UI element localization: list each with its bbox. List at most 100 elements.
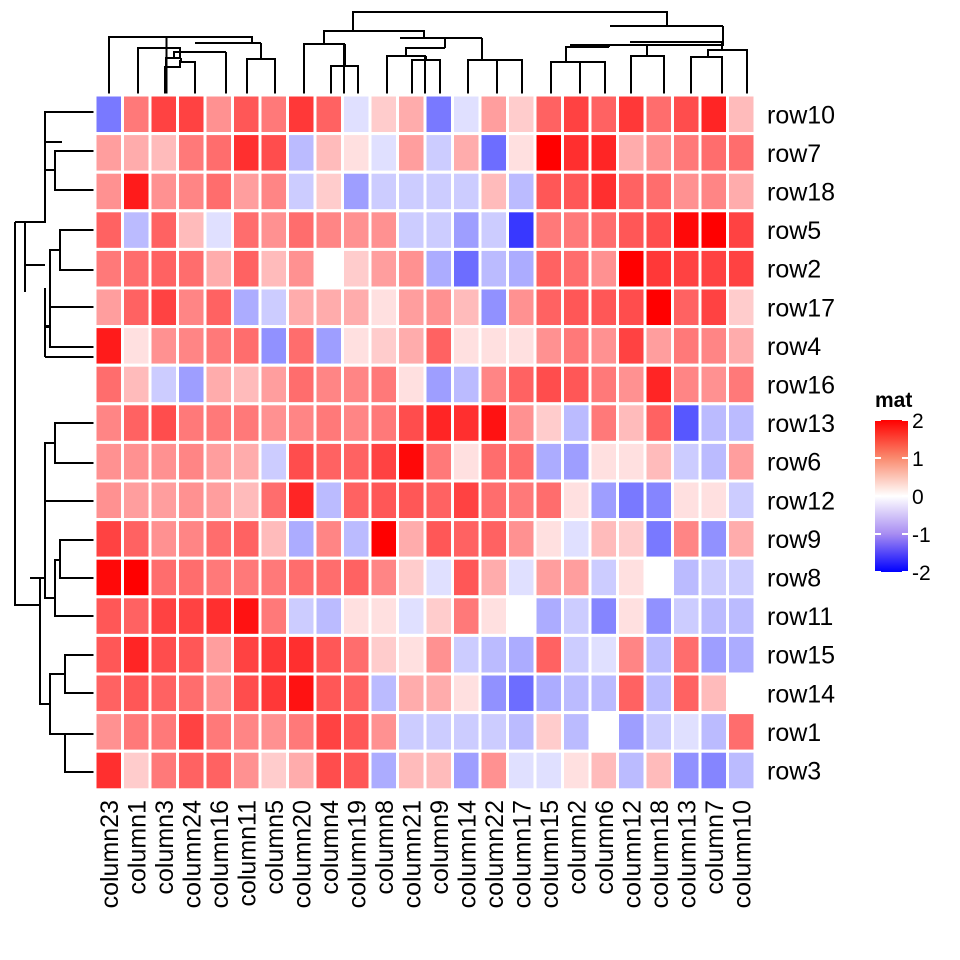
- heatmap-cell: [368, 170, 399, 213]
- heatmap-cell: [643, 595, 674, 637]
- heatmap-cell: [341, 325, 372, 367]
- heatmap-cell: [286, 440, 317, 483]
- heatmap-cell: [726, 672, 757, 715]
- column-label: column22: [481, 800, 509, 908]
- heatmap-cell: [341, 711, 372, 753]
- heatmap-cell: [313, 132, 344, 174]
- heatmap-cell: [176, 518, 207, 560]
- heatmap-cell: [561, 132, 592, 174]
- column-label: column11: [233, 800, 261, 907]
- heatmap-cell: [643, 402, 674, 444]
- heatmap-cell: [286, 633, 317, 676]
- heatmap-cell: [148, 247, 179, 290]
- column-label: column13: [673, 800, 701, 908]
- heatmap-cell: [121, 286, 152, 329]
- heatmap-cell: [121, 518, 152, 560]
- heatmap-cell: [533, 132, 564, 174]
- heatmap-cell: [451, 556, 482, 599]
- heatmap-cell: [588, 711, 619, 753]
- row-label: row6: [767, 449, 821, 477]
- heatmap-cell: [423, 595, 454, 637]
- heatmap-cell: [176, 479, 207, 522]
- heatmap-cell: [203, 479, 234, 522]
- heatmap-cell: [203, 132, 234, 174]
- heatmap-cell: [258, 402, 289, 444]
- heatmap-cell: [121, 132, 152, 174]
- heatmap-cell: [726, 286, 757, 329]
- heatmap-cell: [121, 93, 152, 136]
- heatmap-cell: [313, 595, 344, 637]
- heatmap-cell: [258, 633, 289, 676]
- heatmap-cell: [588, 93, 619, 136]
- heatmap-cell: [698, 672, 729, 715]
- heatmap-cell: [121, 170, 152, 213]
- heatmap-cell: [148, 363, 179, 406]
- heatmap-cell: [313, 209, 344, 251]
- heatmap-cell: [368, 93, 399, 136]
- heatmap-cell: [671, 363, 702, 406]
- heatmap-cell: [451, 595, 482, 637]
- heatmap-cell: [148, 479, 179, 522]
- heatmap-cell: [451, 325, 482, 367]
- heatmap-cell: [203, 209, 234, 251]
- row-label: row13: [767, 410, 835, 438]
- heatmap-cell: [451, 402, 482, 444]
- heatmap-cell: [203, 247, 234, 290]
- heatmap-cell: [643, 286, 674, 329]
- heatmap-cell: [313, 93, 344, 136]
- row-dendrogram: [14, 111, 96, 773]
- heatmap-cell: [616, 749, 647, 792]
- heatmap-cell: [286, 479, 317, 522]
- heatmap-cell: [176, 633, 207, 676]
- heatmap-cell: [423, 556, 454, 599]
- legend-tick-label: 2: [912, 410, 924, 433]
- heatmap-cell: [423, 711, 454, 753]
- column-label: column12: [618, 800, 646, 908]
- heatmap-cell: [176, 170, 207, 213]
- row-label: row16: [767, 372, 835, 400]
- column-labels: column23 column1 column3 column24 column16 co…: [96, 800, 757, 908]
- heatmap-cell: [176, 132, 207, 174]
- heatmap-cell: [258, 479, 289, 522]
- heatmap-cell: [231, 711, 262, 753]
- heatmap-cell: [286, 363, 317, 406]
- heatmap-cell: [616, 672, 647, 715]
- heatmap-cell: [121, 633, 152, 676]
- column-label: column10: [728, 800, 756, 908]
- heatmap-cell: [286, 286, 317, 329]
- heatmap-cell: [368, 595, 399, 637]
- heatmap-cell: [506, 749, 537, 792]
- heatmap-cell: [616, 556, 647, 599]
- heatmap-cell: [121, 363, 152, 406]
- heatmap-cell: [506, 325, 537, 367]
- heatmap-cell: [533, 286, 564, 329]
- heatmap-cell: [533, 440, 564, 483]
- heatmap-cell: [533, 325, 564, 367]
- heatmap-cell: [341, 479, 372, 522]
- heatmap-cell: [286, 711, 317, 753]
- heatmap-cell: [93, 209, 124, 251]
- heatmap-cell: [93, 556, 124, 599]
- heatmap-cell: [341, 556, 372, 599]
- heatmap-cell: [561, 170, 592, 213]
- heatmap-cell: [258, 170, 289, 213]
- heatmap-cell: [726, 711, 757, 753]
- heatmap-cell: [341, 440, 372, 483]
- heatmap-cell: [451, 479, 482, 522]
- heatmap-cell: [176, 209, 207, 251]
- heatmap-cell: [478, 363, 509, 406]
- heatmap-cell: [93, 711, 124, 753]
- heatmap-cell: [643, 247, 674, 290]
- column-dendrogram: [108, 11, 748, 95]
- heatmap-cell: [478, 286, 509, 329]
- heatmap-cell: [148, 132, 179, 174]
- heatmap-cell: [726, 363, 757, 406]
- heatmap-cell: [588, 479, 619, 522]
- heatmap-cell: [286, 93, 317, 136]
- heatmap-cell: [258, 93, 289, 136]
- heatmap-cell: [231, 209, 262, 251]
- heatmap-cell: [588, 402, 619, 444]
- heatmap-cell: [423, 209, 454, 251]
- heatmap-cell: [121, 209, 152, 251]
- heatmap-cell: [561, 93, 592, 136]
